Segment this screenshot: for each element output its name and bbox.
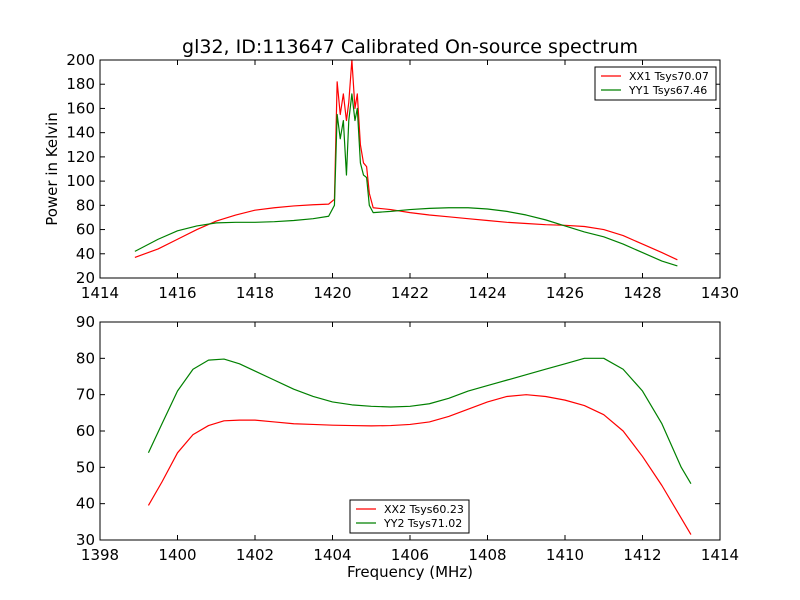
top-chart-y-axis-label: Power in Kelvin [43,112,61,226]
chart-2-legend-label: XX2 Tsys60.23 [384,503,464,516]
chart-1-series-2-line [134,93,678,267]
chart-2-series-2-line [147,357,692,484]
chart-2-x-tick-label: 1414 [701,546,739,564]
chart-1-x-tick-label: 1426 [546,284,584,302]
chart-1-x-tick-label: 1424 [468,284,506,302]
chart-1-y-tick-label: 120 [66,148,95,166]
chart-2-x-tick-label: 1412 [623,546,661,564]
chart-2-x-tick-label: 1404 [313,546,351,564]
chart-2-x-tick-label: 1408 [468,546,506,564]
chart-1-y-tick-label: 80 [76,196,95,214]
chart-2-y-tick-label: 80 [76,349,95,367]
chart-1-y-tick-label: 20 [76,269,95,287]
top-chart-title: gl32, ID:113647 Calibrated On-source spe… [182,36,638,58]
bottom-chart-x-axis-label: Frequency (MHz) [347,563,473,581]
chart-1-x-tick-label: 1422 [391,284,429,302]
chart-1-y-tick-label: 60 [76,221,95,239]
chart-2-y-tick-label: 90 [76,313,95,331]
chart-2-plot: 1398 1400 1402 1404 1406 1408 1410 1412 1414 30 40… [76,313,739,564]
chart-1-legend-label: XX1 Tsys70.07 [629,70,709,83]
chart-2-y-tick-label: 70 [76,386,95,404]
chart-1-x-tick-label: 1416 [158,284,196,302]
chart-2-x-tick-label: 1398 [81,546,119,564]
chart-2-legend-box [349,499,470,534]
chart-1-legend-box [594,66,717,101]
chart-1-plot: 1414 1416 1418 1420 1422 1424 1426 1428 1430 20 40… [66,51,739,302]
chart-2-y-tick-label: 60 [76,422,95,440]
chart-2-x-tick-label: 1400 [158,546,196,564]
chart-1-y-tick-label: 140 [66,124,95,142]
chart-1-x-tick-label: 1414 [81,284,119,302]
chart-2-y-tick-label: 40 [76,495,95,513]
chart-1-x-tick-label: 1430 [701,284,739,302]
chart-1-x-tick-label: 1428 [623,284,661,302]
chart-1-y-tick-label: 200 [66,51,95,69]
chart-1-legend-label: YY1 Tsys67.46 [628,84,707,97]
chart-2-x-tick-label: 1410 [546,546,584,564]
chart-1-series-1-line [134,59,678,261]
chart-1-y-tick-label: 40 [76,245,95,263]
chart-1-y-tick-label: 100 [66,172,95,190]
chart-2-y-tick-label: 30 [76,531,95,549]
chart-1-x-tick-label: 1418 [236,284,274,302]
chart-2-x-tick-label: 1402 [236,546,274,564]
chart-2-legend-label: YY2 Tsys71.02 [383,517,462,530]
chart-1-y-tick-label: 160 [66,99,95,117]
chart-1-x-tick-label: 1420 [313,284,351,302]
chart-2-y-tick-label: 50 [76,458,95,476]
chart-2-series-1-line [147,394,692,535]
chart-1-y-tick-label: 180 [66,75,95,93]
chart-2-x-tick-label: 1406 [391,546,429,564]
